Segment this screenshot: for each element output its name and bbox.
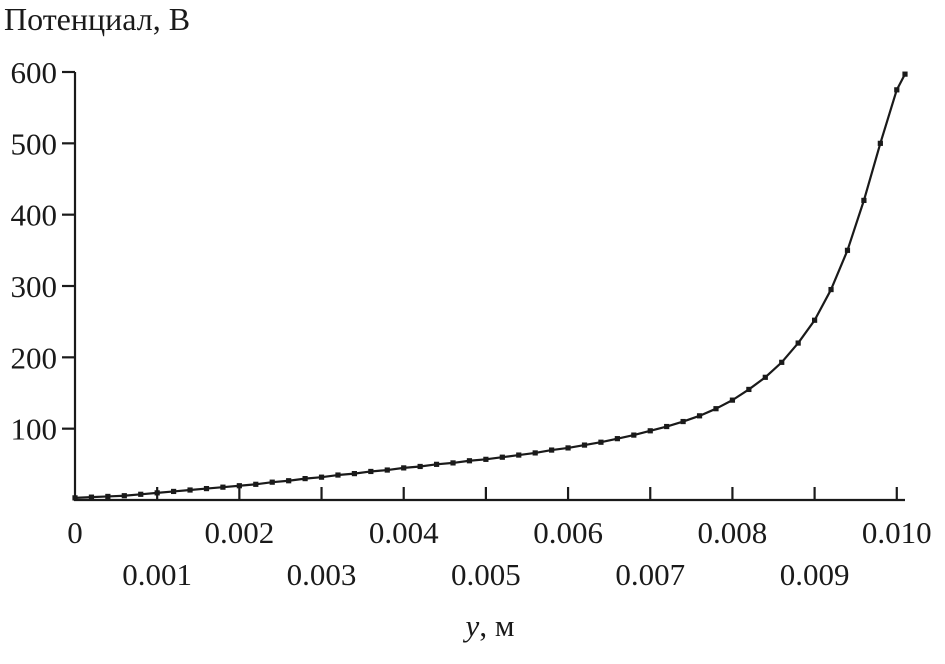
curve-line [73, 73, 907, 499]
x-tick-label: 0.009 [780, 557, 850, 592]
data-point [433, 461, 440, 467]
x-tick-label: 0.006 [533, 515, 603, 550]
data-point [894, 87, 900, 93]
data-point [549, 447, 555, 453]
x-tick-label: 0.005 [451, 557, 521, 592]
data-point [466, 458, 473, 464]
data-point [844, 247, 851, 253]
data-point [614, 436, 620, 442]
data-point [828, 286, 834, 293]
data-point [565, 445, 571, 451]
data-point [121, 493, 127, 499]
data-point [171, 488, 177, 495]
data-point [384, 467, 390, 473]
data-point [812, 317, 818, 323]
data-point [72, 495, 78, 501]
data-point [902, 71, 908, 77]
y-tick-label: 300 [11, 269, 58, 304]
data-point [532, 450, 538, 456]
data-point [450, 460, 456, 466]
y-tick-label: 100 [11, 412, 58, 447]
y-tick-label: 600 [11, 55, 58, 90]
data-point [302, 476, 308, 482]
data-point [861, 197, 867, 203]
x-tick-label: 0.007 [615, 557, 685, 592]
data-point [417, 463, 423, 470]
x-tick-label: 0.002 [204, 515, 274, 550]
data-point [631, 432, 637, 438]
x-tick-label: 0.008 [698, 515, 768, 550]
data-point [220, 484, 226, 490]
data-point [483, 456, 489, 462]
y-tick-label: 400 [11, 198, 58, 233]
data-point [762, 374, 768, 380]
chart-title: Потенциал, В [4, 1, 191, 37]
x-axis-label-unit: , м [479, 608, 515, 643]
data-point [795, 340, 801, 346]
data-point [335, 472, 341, 478]
x-tick-label: 0.001 [122, 557, 192, 592]
data-point [713, 406, 719, 412]
x-axis-label: y, м [466, 608, 515, 644]
x-tick-label: 0.010 [862, 515, 932, 550]
x-tick-label: 0.004 [369, 515, 439, 550]
data-point [499, 454, 505, 460]
data-point [729, 397, 736, 403]
y-tick-label: 200 [11, 340, 58, 375]
data-point [877, 140, 883, 146]
data-point [236, 483, 242, 489]
data-point [203, 485, 210, 492]
data-point [696, 413, 703, 419]
data-point [154, 490, 160, 496]
data-point [138, 491, 144, 497]
data-point [187, 487, 193, 493]
data-point [581, 442, 588, 448]
data-point [598, 439, 604, 445]
x-axis-label-variable: y [465, 608, 480, 643]
data-point [88, 494, 95, 500]
data-point [253, 481, 259, 487]
data-point [664, 423, 670, 430]
y-tick-label: 500 [11, 126, 58, 161]
data-point [746, 386, 752, 393]
data-point [647, 428, 653, 434]
data-point [286, 478, 292, 484]
data-point [318, 474, 325, 480]
data-point [368, 468, 374, 475]
data-point [516, 452, 522, 458]
x-tick-label: 0.003 [287, 557, 357, 592]
data-point [680, 418, 686, 425]
data-point [401, 465, 407, 471]
x-tick-label: 0 [67, 515, 83, 550]
data-point [269, 479, 275, 485]
data-point [351, 471, 358, 477]
data-point [105, 493, 111, 500]
data-point [779, 359, 785, 365]
